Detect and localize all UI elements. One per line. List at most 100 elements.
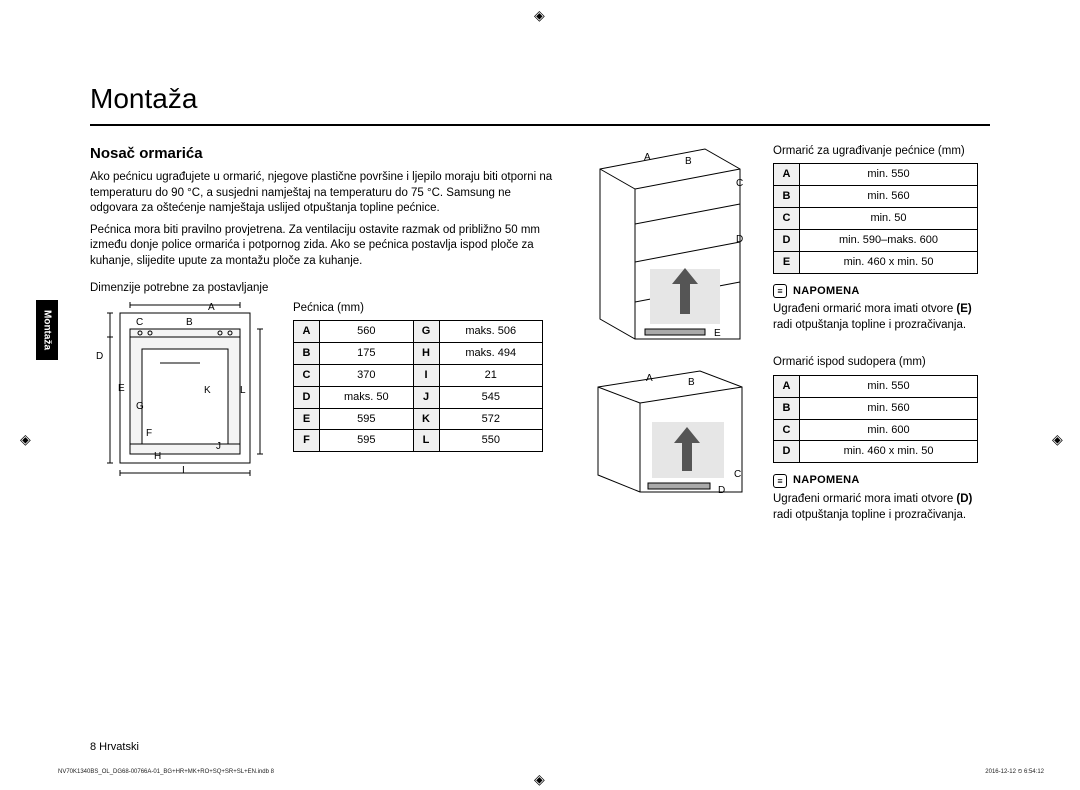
table-cell: J [413,386,439,408]
side-tab: Montaža [36,300,58,360]
cab-lbl-A: A [644,152,651,163]
table-cell: I [413,364,439,386]
table-cell: A [774,164,800,186]
lbl-C: C [136,317,143,328]
table-cell: C [294,364,320,386]
intro-para-1: Ako pećnicu ugrađujete u ormarić, njegov… [90,170,560,217]
table-cell: maks. 50 [320,386,414,408]
oven-diagram: A B C D E F G H I J K L [90,301,275,481]
lbl-K: K [204,385,211,396]
note-label-2: NAPOMENA [793,473,860,488]
note-icon: ≡ [773,284,787,298]
note2-bold: (D) [956,493,972,505]
tall-cabinet-diagram: A B C D E [590,144,750,344]
table-cell: min. 550 [800,164,978,186]
table-cell: 175 [320,343,414,365]
table-cell: min. 600 [800,419,978,441]
table-cell: 545 [439,386,542,408]
table-cell: min. 590–maks. 600 [800,229,978,251]
cab-lbl-E: E [714,328,721,339]
note-text-1: Ugrađeni ormarić mora imati otvore (E) r… [773,302,983,333]
table-cell: maks. 494 [439,343,542,365]
table-cell: D [774,441,800,463]
sink-cabinet-diagram: A B C D [590,367,750,502]
table-cell: C [774,419,800,441]
table-cell: E [294,408,320,430]
heading-rule [90,124,990,126]
note2-post: radi otpuštanja topline i prozračivanja. [773,509,966,521]
note1-post: radi otpuštanja topline i prozračivanja. [773,319,966,331]
sink-lbl-B: B [688,377,695,388]
lbl-H: H [154,451,161,462]
table-cell: D [294,386,320,408]
lbl-L: L [240,385,246,396]
tiny-footer-left: NV70K1340BS_OL_DG68-00766A-01_BG+HR+MK+R… [58,768,274,776]
sink-lbl-A: A [646,373,653,384]
cab-lbl-B: B [685,156,692,167]
table-cell: 572 [439,408,542,430]
oven-table-caption: Pećnica (mm) [293,301,543,317]
table-cell: D [774,229,800,251]
table-cell: A [294,321,320,343]
cab-table: Amin. 550Bmin. 560Cmin. 50Dmin. 590–maks… [773,163,978,273]
table-cell: min. 50 [800,208,978,230]
table-cell: 370 [320,364,414,386]
table-cell: min. 460 x min. 50 [800,251,978,273]
left-column: Nosač ormarića Ako pećnicu ugrađujete u … [90,144,560,529]
table-cell: maks. 506 [439,321,542,343]
lbl-G: G [136,401,144,412]
table-cell: B [774,186,800,208]
table-cell: L [413,430,439,452]
cab-lbl-C: C [736,178,743,189]
table-cell: G [413,321,439,343]
table-cell: A [774,375,800,397]
table-cell: min. 550 [800,375,978,397]
lbl-E: E [118,383,125,394]
dims-caption: Dimenzije potrebne za postavljanje [90,281,560,297]
sink-table: Amin. 550Bmin. 560Cmin. 600Dmin. 460 x m… [773,375,978,463]
sink-lbl-C: C [734,469,741,480]
table-cell: F [294,430,320,452]
intro-para-2: Pećnica mora biti pravilno provjetrena. … [90,223,560,270]
lbl-J: J [216,441,221,452]
crop-mark-top: ◈ [534,6,545,25]
table-cell: 21 [439,364,542,386]
note2-pre: Ugrađeni ormarić mora imati otvore [773,493,956,505]
section-title: Nosač ormarića [90,144,560,164]
note-icon-2: ≡ [773,474,787,488]
table-cell: min. 460 x min. 50 [800,441,978,463]
table-cell: min. 560 [800,397,978,419]
note-text-2: Ugrađeni ormarić mora imati otvore (D) r… [773,492,983,523]
note1-pre: Ugrađeni ormarić mora imati otvore [773,303,956,315]
sink-lbl-D: D [718,485,725,496]
cab-table-caption: Ormarić za ugrađivanje pećnice (mm) [773,144,983,160]
table-cell: 550 [439,430,542,452]
lbl-I: I [182,465,185,476]
sink-table-caption: Ormarić ispod sudopera (mm) [773,355,983,371]
crop-mark-bottom: ◈ [534,770,545,789]
crop-mark-left: ◈ [20,430,31,449]
cab-lbl-D: D [736,234,743,245]
lbl-D: D [96,351,103,362]
note-label-1: NAPOMENA [793,284,860,299]
table-cell: E [774,251,800,273]
lbl-A: A [208,302,215,313]
table-cell: B [294,343,320,365]
table-cell: K [413,408,439,430]
table-cell: 595 [320,430,414,452]
crop-mark-right: ◈ [1052,430,1063,449]
table-cell: 560 [320,321,414,343]
oven-table: A560Gmaks. 506 B175Hmaks. 494 C370I21 Dmaks… [293,320,543,452]
page-title: Montaža [90,80,990,118]
table-cell: C [774,208,800,230]
table-cell: H [413,343,439,365]
page-footer: 8 Hrvatski [90,740,139,755]
page-content: Montaža Nosač ormarića Ako pećnicu ugrađ… [90,80,990,529]
table-cell: 595 [320,408,414,430]
tiny-footer-right: 2016-12-12 ⏲ 6:54:12 [985,768,1044,776]
table-cell: B [774,397,800,419]
note1-bold: (E) [956,303,971,315]
table-cell: min. 560 [800,186,978,208]
lbl-B: B [186,317,193,328]
right-column: A B C D E [590,144,990,529]
